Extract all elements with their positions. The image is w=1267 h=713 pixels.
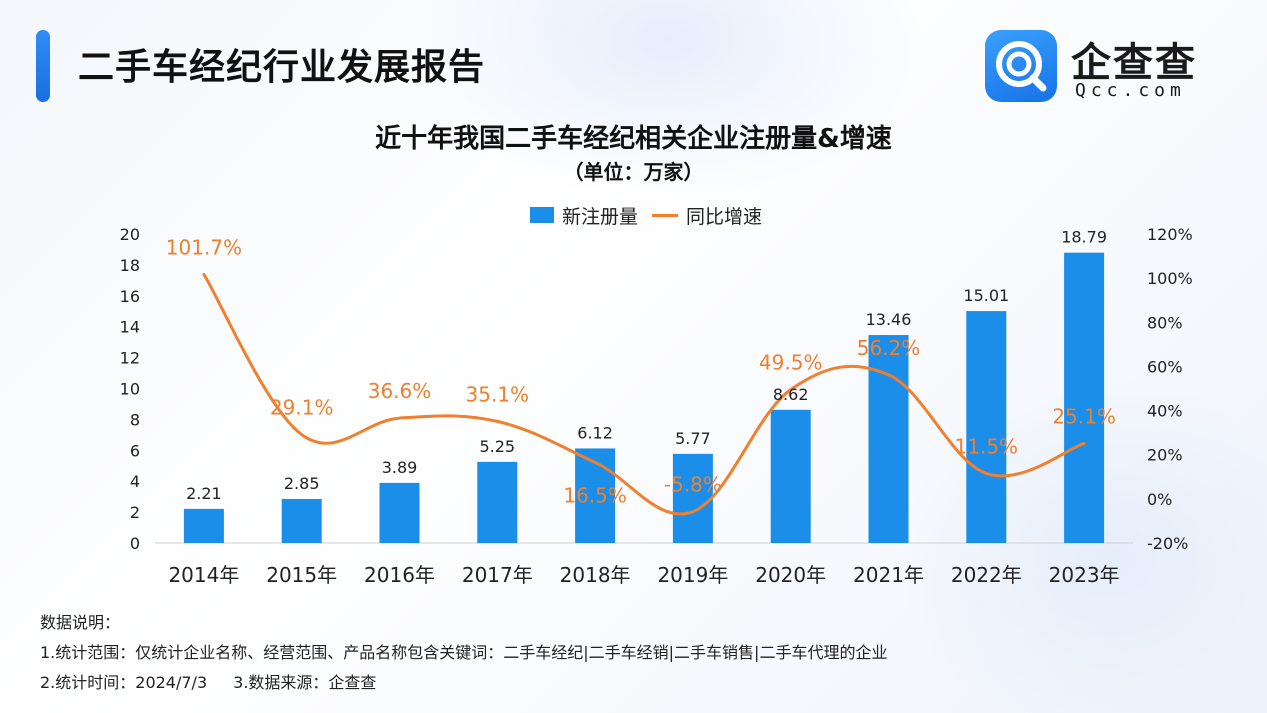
legend-label-line: 同比增速 [686, 205, 763, 228]
line-value-label: 56.2% [857, 336, 921, 360]
legend-bar-swatch [530, 207, 554, 223]
qcc-logo-icon [985, 30, 1057, 102]
y-left-tick-label: 12 [120, 349, 140, 368]
logo-subtext: Qcc.com [1075, 80, 1186, 101]
bar [868, 335, 909, 543]
y-left-tick-label: 14 [120, 318, 140, 337]
y-left-tick-label: 8 [130, 410, 140, 429]
chart-legend: 新注册量 同比增速 [530, 203, 763, 228]
bar [477, 461, 518, 543]
chart-subtitle: （单位：万家） [563, 160, 704, 184]
growth-rate-line [202, 272, 1086, 516]
line-value-label: 49.5% [759, 351, 823, 375]
bar-value-label: 5.25 [479, 437, 515, 456]
y-left-tick-label: 0 [130, 534, 140, 553]
bar [1064, 252, 1105, 543]
y-left-tick-label: 4 [130, 472, 140, 491]
y-left-tick-label: 2 [130, 503, 140, 522]
line-value-label: 101.7% [166, 235, 242, 259]
bar [575, 448, 616, 543]
bar-value-label: 13.46 [866, 310, 912, 329]
bar [379, 482, 420, 543]
x-tick-label: 2020年 [755, 563, 826, 587]
y-left-tick-label: 18 [120, 256, 140, 275]
notes-source: 3.数据来源：企查查 [233, 673, 377, 692]
x-tick-label: 2023年 [1049, 563, 1120, 587]
line-value-label: 29.1% [270, 396, 334, 420]
bar-value-label: 8.62 [773, 385, 809, 404]
y-right-tick-label: 40% [1147, 402, 1183, 421]
bar-value-label: 3.89 [382, 458, 418, 477]
y-right-tick-label: -20% [1147, 534, 1188, 553]
bar-value-label: 6.12 [577, 423, 613, 442]
x-tick-label: 2018年 [560, 563, 631, 587]
bar [183, 508, 224, 543]
x-tick-label: 2014年 [168, 563, 239, 587]
y-right-tick-label: 100% [1147, 269, 1193, 288]
line-value-label: 35.1% [466, 382, 530, 406]
y-left-tick-label: 6 [130, 441, 140, 460]
notes-time: 2.统计时间：2024/7/3 [40, 673, 208, 692]
bar-value-label: 2.21 [186, 484, 222, 503]
logo-text: 企查查 [1071, 40, 1197, 86]
y-right-tick-label: 20% [1147, 446, 1183, 465]
y-right-tick-label: 120% [1147, 225, 1193, 244]
y-right-tick-label: 80% [1147, 313, 1183, 332]
legend-line-swatch [652, 213, 679, 217]
y-left-tick-label: 16 [120, 287, 140, 306]
y-right-tick-label: 60% [1147, 357, 1183, 376]
x-tick-label: 2021年 [853, 563, 924, 587]
qcc-logo: 企查查 Qcc.com [985, 30, 1235, 104]
bar-value-label: 2.85 [284, 474, 320, 493]
y-left-tick-label: 20 [120, 225, 140, 244]
y-right-tick-label: 0% [1147, 490, 1172, 509]
data-notes: 数据说明： 1.统计范围：仅统计企业名称、经营范围、产品名称包含关键词：二手车经… [40, 608, 887, 698]
bar-value-label: 18.79 [1061, 228, 1107, 247]
bar [770, 409, 811, 543]
x-tick-label: 2017年 [462, 563, 533, 587]
x-tick-label: 2019年 [657, 563, 728, 587]
bar [966, 311, 1007, 543]
line-value-label: 16.5% [563, 483, 627, 507]
report-title: 二手车经纪行业发展报告 [78, 47, 486, 88]
chart-title: 近十年我国二手车经纪相关企业注册量&增速 [375, 124, 892, 154]
x-tick-label: 2016年 [364, 563, 435, 587]
y-left-tick-label: 10 [120, 380, 140, 399]
notes-line-1: 1.统计范围：仅统计企业名称、经营范围、产品名称包含关键词：二手车经纪|二手车经… [40, 643, 888, 662]
bar-value-label: 5.77 [675, 429, 711, 448]
x-tick-label: 2022年 [951, 563, 1022, 587]
bar-value-label: 15.01 [963, 286, 1009, 305]
line-value-label: -5.8% [664, 473, 722, 497]
notes-line-2: 2.统计时间：2024/7/3 3.数据来源：企查查 [40, 668, 887, 698]
notes-heading: 数据说明： [40, 613, 121, 632]
bar [672, 453, 713, 543]
line-value-label: 36.6% [368, 379, 432, 403]
line-value-label: 25.1% [1052, 404, 1116, 428]
x-tick-label: 2015年 [266, 563, 337, 587]
bar [281, 498, 322, 543]
legend-label-bar: 新注册量 [562, 205, 639, 228]
title-accent-bar [36, 30, 50, 102]
line-value-label: 11.5% [955, 434, 1019, 458]
